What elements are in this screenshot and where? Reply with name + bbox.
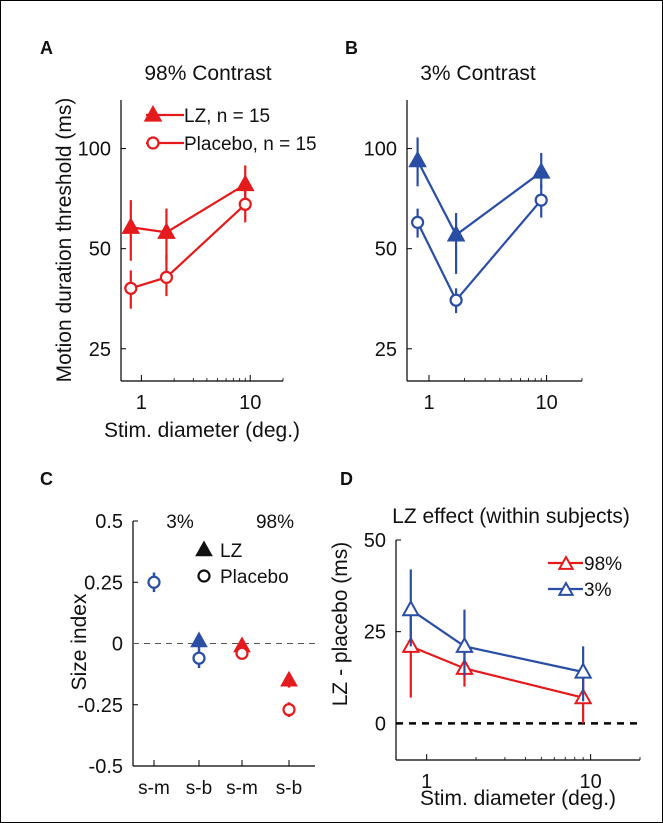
data-point-triangle (573, 661, 593, 679)
legend-marker-triangle (557, 554, 575, 570)
data-point-circle (159, 270, 174, 284)
data-point-triangle (121, 217, 141, 234)
data-point-triangle (446, 224, 466, 242)
data-point-triangle (401, 599, 421, 617)
data-point-circle (411, 215, 425, 229)
series-line (416, 160, 542, 237)
series-line (130, 183, 246, 234)
group-label: 98% (256, 512, 294, 533)
group-label: 3% (166, 512, 194, 533)
data-point-circle (124, 281, 138, 295)
data-point-triangle (280, 670, 298, 687)
series-line (416, 199, 543, 303)
panel-label: D (340, 469, 353, 489)
chart-title: 3% Contrast (420, 62, 536, 85)
category-label: s-m (226, 778, 258, 799)
data-point-triangle (408, 150, 427, 168)
y-tick-label: 0.5 (95, 511, 123, 533)
y-axis-label: Motion duration threshold (ms) (53, 98, 76, 383)
category-label: s-m (138, 778, 170, 799)
legend-label: LZ (220, 541, 243, 562)
x-tick-label: 10 (535, 392, 557, 414)
y-tick-label: 25 (375, 339, 397, 361)
x-tick-label: 1 (421, 771, 432, 793)
data-point-triangle (157, 222, 176, 239)
legend-label: Placebo, n = 15 (184, 134, 317, 155)
category-label: s-b (276, 778, 302, 799)
data-point-triangle (531, 162, 551, 179)
y-tick-label: 25 (364, 622, 386, 644)
data-point-circle (192, 651, 206, 665)
data-point-circle (147, 575, 161, 589)
data-point-circle (235, 646, 249, 660)
data-point-circle (282, 703, 296, 717)
legend-marker-circle (146, 136, 160, 150)
y-tick-label: 50 (364, 530, 386, 552)
x-axis-label: Stim. diameter (deg.) (104, 419, 300, 442)
data-point-circle (238, 197, 252, 211)
y-tick-label: 0 (112, 634, 123, 656)
y-tick-label: 25 (89, 339, 111, 361)
y-tick-label: 100 (78, 139, 111, 161)
legend-marker-triangle (143, 104, 163, 122)
y-tick-label: 0 (375, 713, 386, 735)
x-tick-label: 10 (239, 392, 261, 414)
legend-label: 3% (584, 580, 612, 601)
x-tick-label: 10 (580, 771, 602, 793)
y-tick-label: 50 (89, 239, 111, 261)
panel-label: C (40, 469, 53, 489)
legend-label: 98% (584, 554, 622, 575)
y-tick-label: -0.5 (89, 756, 123, 778)
data-point-circle (534, 193, 548, 207)
legend-label: Placebo (220, 567, 289, 588)
chart-title: LZ effect (within subjects) (392, 505, 630, 528)
y-axis-label: Size index (68, 593, 91, 690)
series-line (410, 608, 584, 674)
y-tick-label: -0.25 (77, 695, 123, 717)
series-line (130, 203, 246, 290)
data-point-triangle (235, 174, 255, 192)
x-tick-label: 1 (423, 392, 434, 414)
y-axis-label: LZ - placebo (ms) (329, 542, 352, 707)
category-label: s-b (186, 778, 212, 799)
chart-title: 98% Contrast (144, 62, 271, 85)
x-tick-label: 1 (136, 392, 147, 414)
data-point-triangle (190, 631, 208, 648)
panel-label: A (40, 38, 53, 58)
panel-label: B (345, 38, 358, 58)
legend-label: LZ, n = 15 (184, 106, 270, 127)
x-axis-label: Stim. diameter (deg.) (420, 787, 616, 810)
legend-marker-triangle (195, 540, 213, 557)
data-point-triangle (455, 636, 474, 653)
legend-marker-triangle (557, 580, 575, 596)
y-tick-label: 50 (375, 239, 397, 261)
data-point-circle (449, 293, 463, 307)
y-tick-label: 0.25 (84, 572, 123, 594)
y-tick-label: 100 (364, 139, 397, 161)
legend-marker-circle (197, 569, 211, 583)
